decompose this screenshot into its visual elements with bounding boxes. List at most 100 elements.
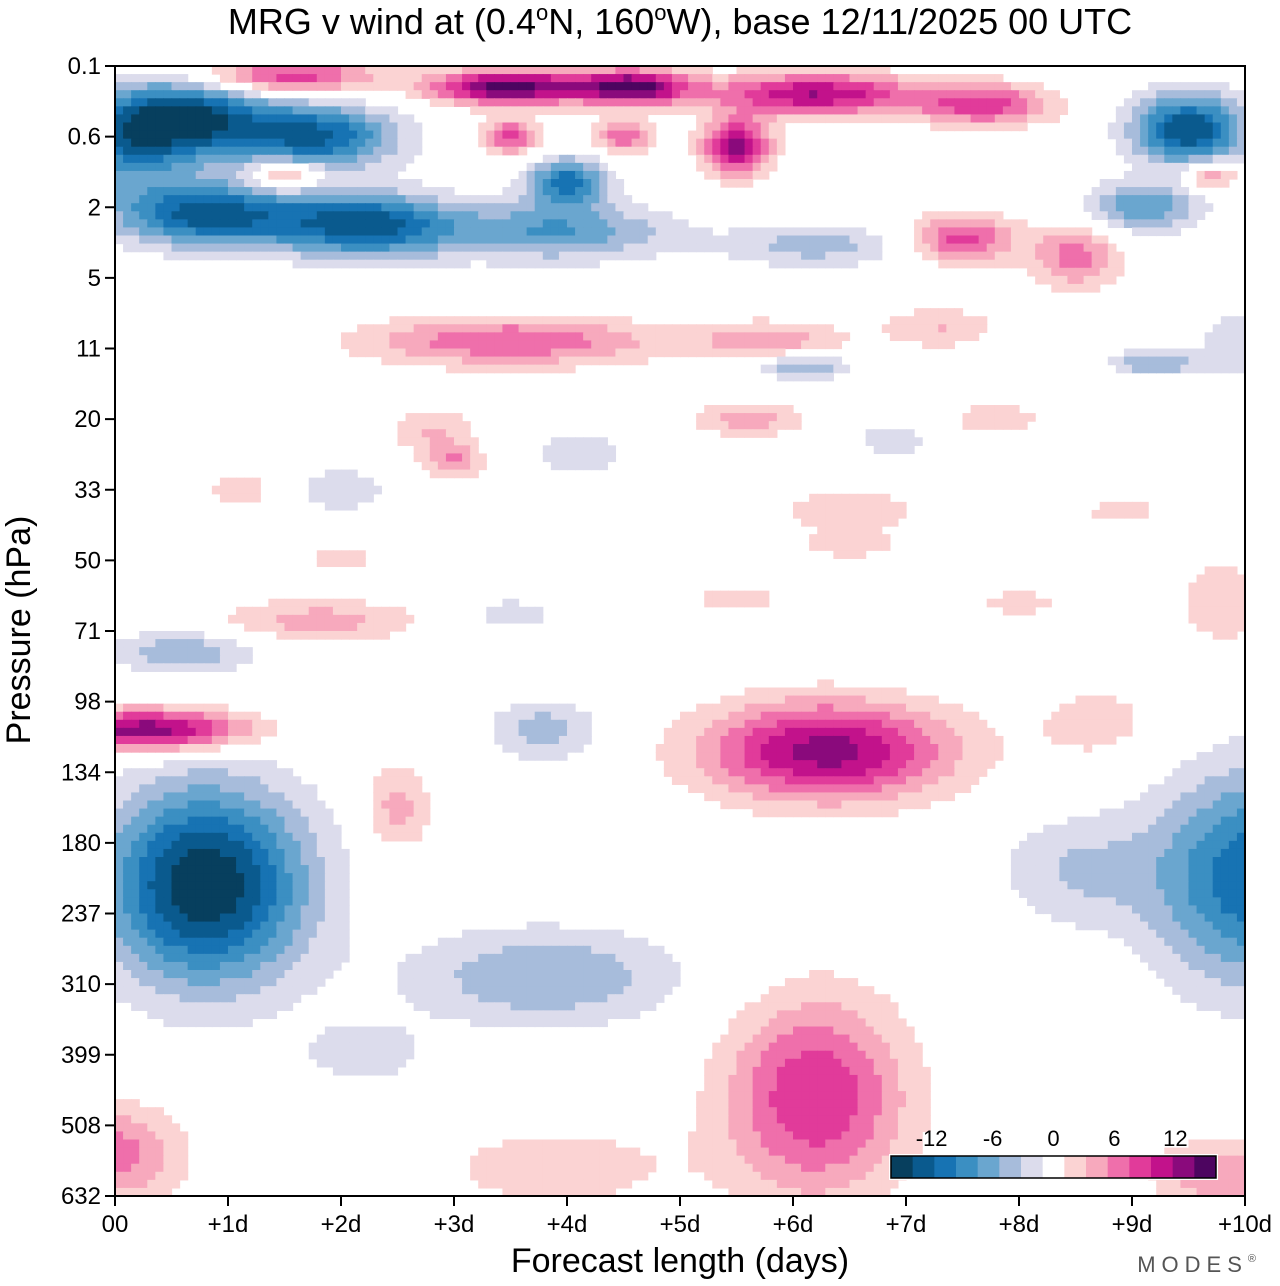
field-cell [228, 832, 237, 842]
field-cell [1220, 590, 1230, 600]
field-cell [244, 808, 253, 818]
field-cell [768, 405, 778, 414]
field-cell [712, 735, 721, 745]
field-cell [793, 259, 802, 269]
field-cell [849, 74, 859, 83]
field-cell [228, 211, 237, 220]
field-cell [688, 130, 697, 140]
field-cell [849, 534, 859, 543]
field-cell [534, 727, 544, 737]
field-cell [809, 719, 818, 729]
field-cell [1228, 332, 1238, 342]
field-cell [115, 711, 124, 721]
field-cell [558, 187, 568, 196]
field-cell [300, 848, 310, 858]
field-cell [768, 340, 778, 350]
field-cell [332, 614, 342, 624]
field-cell [308, 857, 318, 866]
field-cell [131, 832, 140, 842]
field-cell [332, 138, 342, 148]
field-cell [978, 768, 988, 777]
field-cell [171, 703, 181, 713]
field-cell [260, 727, 269, 737]
field-cell [784, 74, 794, 83]
field-cell [316, 154, 326, 164]
field-cell [1140, 873, 1149, 882]
field-cell [1236, 784, 1246, 794]
field-cell [252, 211, 261, 220]
field-cell [260, 881, 269, 890]
field-cell [1010, 865, 1020, 874]
field-cell [171, 655, 181, 664]
field-cell [171, 227, 181, 237]
field-cell [421, 816, 431, 826]
field-cell [147, 631, 156, 640]
field-cell [954, 211, 964, 220]
field-cell [445, 187, 455, 196]
field-cell [300, 792, 310, 802]
field-cell [704, 768, 713, 777]
field-cell [179, 647, 189, 656]
field-cell [324, 227, 334, 237]
field-cell [897, 90, 907, 99]
field-cell [357, 550, 366, 559]
field-cell [244, 227, 253, 237]
field-cell [211, 98, 221, 107]
field-cell [316, 66, 326, 75]
field-cell [550, 66, 560, 75]
field-cell [696, 227, 705, 237]
field-cell [542, 211, 552, 220]
field-cell [663, 332, 673, 342]
field-cell [502, 744, 512, 753]
field-cell [1091, 824, 1101, 834]
field-cell [720, 727, 730, 737]
field-cell [1228, 857, 1238, 866]
field-cell [736, 138, 746, 148]
field-cell [163, 179, 173, 188]
field-cell [413, 356, 423, 366]
field-cell [591, 211, 600, 220]
field-cell [1059, 227, 1069, 237]
field-cell [115, 848, 124, 858]
field-cell [244, 138, 253, 148]
field-cell [486, 106, 495, 116]
field-cell [115, 727, 124, 737]
field-cell [131, 744, 140, 753]
field-cell [986, 727, 996, 737]
field-cell [139, 187, 148, 196]
field-cell [123, 74, 132, 83]
field-cell [575, 98, 584, 107]
field-cell [906, 719, 915, 729]
field-cell [526, 122, 536, 132]
field-cell [1115, 509, 1125, 519]
field-cell [308, 824, 318, 834]
field-cell [760, 784, 770, 794]
field-cell [897, 727, 907, 737]
field-cell [252, 784, 261, 794]
field-cell [591, 130, 600, 140]
field-cell [534, 122, 544, 132]
field-cell [437, 227, 447, 237]
field-cell [736, 114, 746, 124]
field-cell [567, 356, 576, 366]
field-cell [1164, 784, 1173, 794]
field-cell [542, 82, 552, 91]
field-cell [486, 219, 495, 229]
field-cell [1196, 824, 1206, 834]
field-cell [1075, 881, 1085, 890]
field-cell [857, 114, 867, 124]
field-cell [760, 243, 770, 253]
field-cell [1067, 235, 1077, 245]
field-cell [510, 179, 520, 188]
field-cell [292, 122, 302, 132]
field-cell [744, 138, 754, 148]
field-cell [397, 211, 407, 220]
field-cell [599, 130, 608, 140]
field-cell [349, 332, 358, 342]
field-cell [462, 259, 471, 269]
field-cell [671, 66, 681, 75]
field-cell [1156, 179, 1165, 188]
field-cell [583, 98, 592, 107]
field-cell [187, 848, 197, 858]
field-cell [300, 203, 310, 212]
